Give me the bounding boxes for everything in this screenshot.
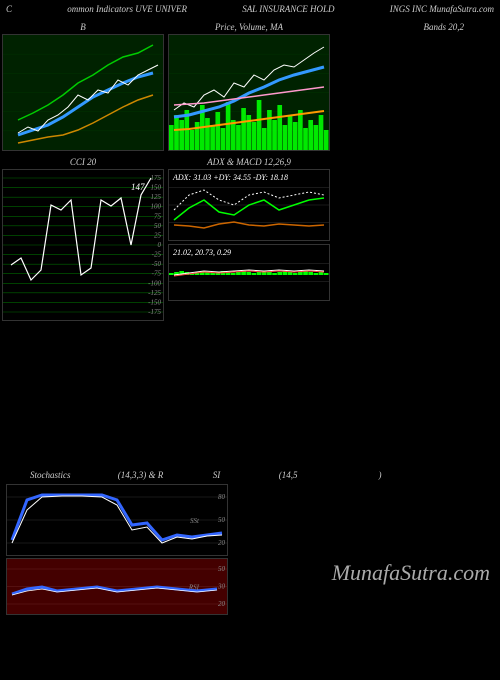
svg-text:100: 100 [151,203,162,211]
svg-text:125: 125 [151,193,162,201]
row-mid: CCI 20 175 150125 10075 5025 0 -25-50 -75-100 -… [0,153,500,323]
chart-macd: 21.02, 20.73, 0.29 [168,244,330,301]
svg-text:25: 25 [154,231,162,239]
page-header: C ommon Indicators UVE UNIVER SAL INSURA… [0,0,500,18]
panel-adx-macd: ADX & MACD 12,26,9 ADX: 31.03 +DY: 34.55… [168,155,330,321]
svg-text:50: 50 [218,565,226,573]
svg-text:0: 0 [158,241,162,249]
svg-text:-25: -25 [152,251,162,259]
svg-text:20: 20 [218,539,226,547]
panel-price: Price, Volume, MA [168,20,330,151]
svg-text:50: 50 [154,222,162,230]
svg-text:150: 150 [151,184,162,192]
svg-text:147: 147 [131,182,145,192]
chart-stoch: 80 50 20 SSt [6,484,228,556]
watermark-text: MunafaSutra.com [332,560,490,586]
svg-text:175: 175 [151,174,162,182]
panel-bands-label: Bands 20,2 [334,20,494,151]
chart-price [168,34,330,151]
header-mid1: ommon Indicators UVE UNIVER [67,4,187,14]
title-bbands: B [2,20,164,34]
svg-text:ADX: 31.03 +DY: 34.55 -DY: 18.: ADX: 31.03 +DY: 34.55 -DY: 18.18 [172,173,288,182]
chart-rsi: 503020RSI [6,558,228,615]
chart-bbands [2,34,164,151]
row-top: B Price, Volume, MA Bands 20,2 [0,18,500,153]
svg-text:-150: -150 [148,298,161,306]
svg-text:-125: -125 [148,289,161,297]
svg-text:30: 30 [217,583,226,591]
header-right: INGS INC MunafaSutra.com [390,4,494,14]
svg-text:80: 80 [218,493,226,501]
svg-text:75: 75 [154,212,162,220]
svg-text:-50: -50 [152,260,162,268]
gap-spacer [0,323,500,468]
svg-text:20: 20 [218,600,226,608]
svg-text:50: 50 [218,516,226,524]
panel-cci: CCI 20 175 150125 10075 5025 0 -25-50 -75-100 -… [2,155,164,321]
svg-text:-175: -175 [148,308,161,316]
title-bands-right: Bands 20,2 [334,20,494,34]
chart-adx: ADX: 31.03 +DY: 34.55 -DY: 18.18 [168,169,330,241]
svg-text:21.02, 20.73, 0.29: 21.02, 20.73, 0.29 [173,248,231,257]
title-price: Price, Volume, MA [168,20,330,34]
title-cci: CCI 20 [2,155,164,169]
panel-stoch: 805020SSt 503020RSI [6,484,228,615]
panel-bbands: B [2,20,164,151]
svg-text:SSt: SSt [190,517,200,525]
svg-text:-100: -100 [148,279,161,287]
header-c: C [6,4,12,14]
title-stoch-rsi: Stochastics (14,3,3) & R SI (14,5 ) [0,468,500,482]
svg-text:-75: -75 [152,270,162,278]
title-adx: ADX & MACD 12,26,9 [168,155,330,169]
header-mid2: SAL INSURANCE HOLD [242,4,334,14]
chart-cci: 175 150125 10075 5025 0 -25-50 -75-100 -125-150… [2,169,164,321]
